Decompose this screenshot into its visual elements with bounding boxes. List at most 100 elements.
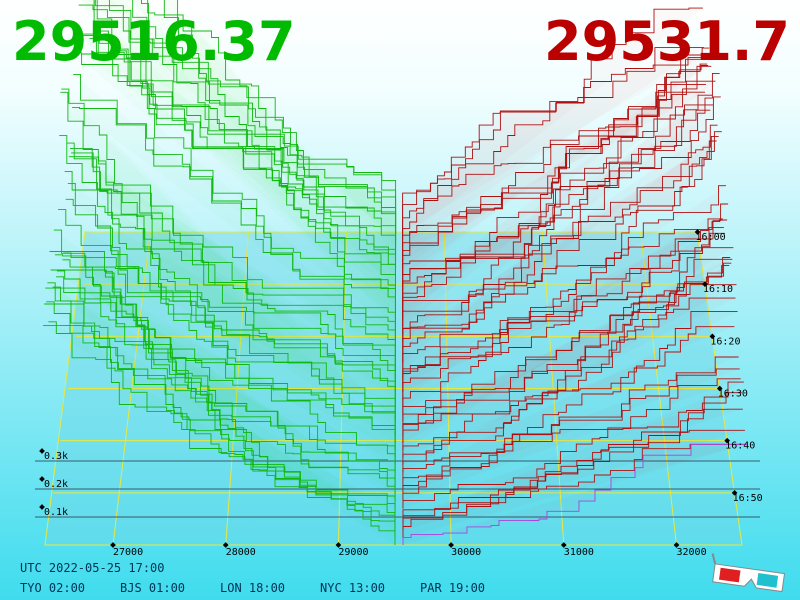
bid-curve bbox=[58, 209, 396, 444]
ask-curve bbox=[402, 7, 703, 240]
ask-curve bbox=[402, 91, 705, 254]
time-tick-label: 16:10 bbox=[703, 284, 733, 295]
ask-curve bbox=[402, 443, 747, 545]
bid-curve bbox=[54, 254, 396, 465]
bid-curve bbox=[61, 88, 396, 422]
ask-curve bbox=[402, 227, 724, 385]
ask-curve bbox=[402, 310, 738, 480]
bid-curve bbox=[50, 269, 396, 495]
bid-curve bbox=[108, 0, 396, 291]
time-tick bbox=[694, 229, 701, 235]
depth-tick-label: 0.2k bbox=[44, 479, 68, 490]
bid-curve bbox=[67, 182, 396, 378]
ask-curve bbox=[402, 443, 746, 538]
city-time: TYO 02:00 bbox=[20, 581, 85, 595]
axes: 27000 28000 29000 30000 31000 32000 16:00 16:10… bbox=[39, 229, 763, 558]
ask-curve bbox=[402, 203, 729, 414]
bid-curve bbox=[76, 34, 396, 320]
bid-curve bbox=[65, 198, 396, 393]
bid-curve bbox=[49, 251, 396, 502]
time-tick bbox=[709, 333, 716, 340]
ask-curve bbox=[402, 47, 710, 283]
price-tick-label: 29000 bbox=[338, 547, 368, 558]
bid-curve bbox=[48, 321, 396, 509]
depth-tick-label: 0.3k bbox=[44, 451, 68, 462]
time-tick bbox=[724, 437, 731, 444]
bid-curve bbox=[78, 4, 396, 305]
ask-curve bbox=[402, 219, 728, 407]
bid-curve bbox=[60, 91, 396, 429]
bid-curve bbox=[68, 156, 396, 371]
grid bbox=[35, 231, 760, 546]
ask-curve bbox=[402, 80, 716, 327]
bid-curve bbox=[89, 38, 397, 233]
ask-curve bbox=[402, 262, 732, 436]
ask-curve bbox=[402, 218, 723, 378]
time-tick-label: 16:00 bbox=[696, 232, 726, 243]
ask-curve bbox=[402, 326, 735, 458]
bid-curve bbox=[147, 0, 397, 269]
time-tick-label: 16:30 bbox=[718, 389, 748, 400]
ask-curve bbox=[402, 392, 742, 509]
bid-curve bbox=[63, 252, 396, 407]
ask-curve bbox=[402, 284, 737, 473]
ask-curve bbox=[402, 94, 713, 305]
glasses-icon bbox=[711, 553, 786, 593]
bid-curve bbox=[132, 0, 397, 276]
ask-curve bbox=[402, 57, 702, 233]
ask-curve bbox=[402, 58, 715, 320]
bid-curve bbox=[46, 301, 396, 524]
ask-curve bbox=[402, 378, 741, 502]
bid-curve bbox=[57, 270, 396, 451]
bid-price: 29516.37 bbox=[12, 10, 296, 73]
bid-curve bbox=[96, 0, 396, 327]
city-time: PAR 19:00 bbox=[420, 581, 485, 595]
bid-curve bbox=[163, 0, 397, 247]
ask-curve bbox=[402, 96, 721, 364]
ask-curve bbox=[402, 83, 707, 262]
bid-curve bbox=[66, 142, 396, 385]
city-time: LON 18:00 bbox=[220, 581, 285, 595]
ask-curve bbox=[402, 47, 704, 247]
ask-curve bbox=[402, 247, 734, 451]
price-tick bbox=[448, 542, 454, 548]
ask-curve bbox=[402, 232, 725, 393]
time-tick bbox=[731, 490, 738, 496]
ask-curve bbox=[402, 185, 726, 400]
price-tick-label: 32000 bbox=[677, 547, 707, 558]
time-tick-label: 16:50 bbox=[733, 493, 763, 504]
ask-price: 29531.7 bbox=[544, 10, 790, 73]
bid-curve bbox=[93, 0, 396, 298]
bid-curve bbox=[43, 325, 396, 545]
price-tick-label: 31000 bbox=[564, 547, 594, 558]
ask-curve bbox=[402, 135, 719, 349]
bid-curve bbox=[56, 276, 396, 458]
bid-curve bbox=[177, 0, 397, 254]
ask-curve bbox=[402, 381, 744, 524]
ask-curve bbox=[402, 356, 739, 487]
price-tick-label: 28000 bbox=[226, 547, 256, 558]
bid-curve bbox=[62, 259, 396, 414]
ask-curve bbox=[402, 131, 722, 371]
depth-tick-label: 0.1k bbox=[44, 507, 68, 518]
time-tick bbox=[702, 281, 708, 287]
ask-curve bbox=[402, 72, 720, 356]
bid-curve bbox=[64, 170, 396, 400]
price-tick-label: 30000 bbox=[451, 547, 481, 558]
city-time: BJS 01:00 bbox=[120, 581, 185, 595]
bid-curve bbox=[59, 135, 396, 436]
utc-time: UTC 2022-05-25 17:00 bbox=[20, 561, 165, 575]
price-tick bbox=[335, 542, 342, 548]
ask-curve bbox=[402, 429, 745, 531]
time-tick bbox=[716, 385, 723, 392]
time-tick-label: 16:20 bbox=[710, 336, 740, 347]
time-tick-label: 16:40 bbox=[725, 441, 755, 452]
price-tick bbox=[222, 542, 229, 548]
city-time: NYC 13:00 bbox=[320, 581, 385, 595]
price-tick bbox=[110, 542, 116, 548]
price-tick-label: 27000 bbox=[113, 547, 143, 558]
depth-curves bbox=[43, 0, 747, 545]
ask-curve bbox=[402, 109, 711, 291]
